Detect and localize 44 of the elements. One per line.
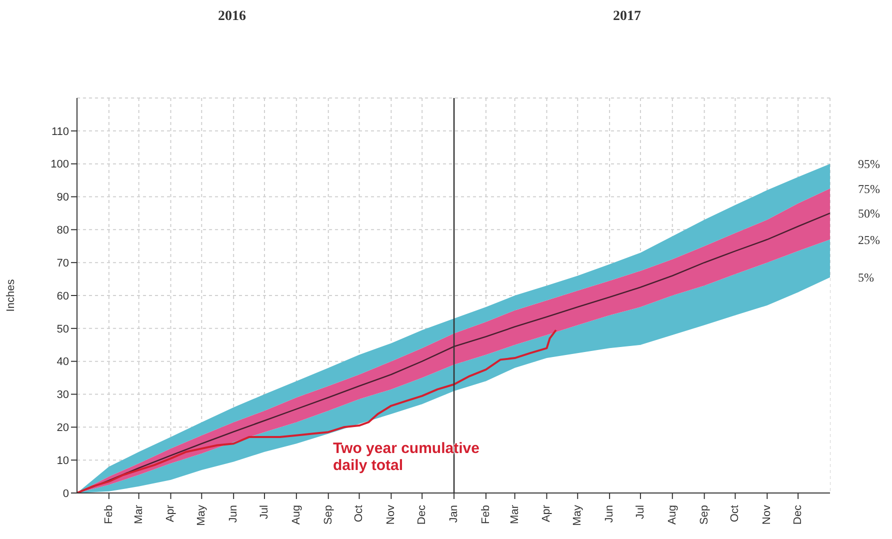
x-tick-label: Jun: [228, 505, 240, 523]
y-tick-label: 10: [56, 454, 69, 467]
x-tick-label: Oct: [353, 505, 366, 522]
x-tick-label: Aug: [290, 505, 302, 525]
y-tick-label: 70: [56, 257, 69, 270]
text: 2017: [612, 9, 642, 25]
x-tick-label: Oct: [729, 505, 742, 522]
y-tick-label: 60: [56, 290, 69, 302]
x-tick-label: Sep: [322, 505, 334, 525]
x-tick-label: Feb: [480, 505, 492, 524]
x-tick-label: Jul: [634, 505, 646, 520]
line-series: [77, 329, 557, 493]
x-tick-label: Apr: [540, 504, 553, 522]
y-tick-label: 100: [50, 158, 69, 171]
y-tick-label: 20: [56, 422, 69, 434]
y-axis-title: Inches: [4, 278, 17, 312]
text: 2016: [217, 9, 247, 25]
annotation: 5%: [858, 270, 874, 285]
annotation: 75%: [858, 182, 880, 196]
x-tick-label: Jun: [604, 505, 616, 523]
x-tick-label: Feb: [102, 505, 115, 524]
y-tick-label: 50: [56, 323, 69, 336]
y-tick-label: 90: [56, 192, 69, 204]
x-tick-label: Nov: [385, 504, 398, 525]
x-tick-label: May: [572, 504, 584, 526]
x-tick-label: Jan: [448, 505, 460, 523]
x-tick-label: Apr: [164, 504, 177, 522]
x-tick-label: Nov: [761, 504, 774, 525]
x-tick-label: Dec: [792, 504, 804, 525]
annotation: 50%: [858, 206, 880, 220]
x-tick-label: Dec: [416, 504, 428, 525]
y-tick-label: 80: [56, 224, 69, 237]
y-tick-label: 40: [56, 356, 69, 368]
x-tick-label: Jul: [258, 505, 270, 520]
x-tick-label: May: [196, 504, 208, 526]
x-tick-label: Sep: [698, 505, 710, 525]
y-tick-label: 0: [62, 488, 69, 500]
y-tick-label: 30: [56, 389, 69, 402]
annotation: 25%: [858, 232, 880, 247]
x-tick-label: Aug: [666, 505, 678, 525]
y-tick-label: 110: [51, 126, 69, 138]
x-tick-label: Mar: [132, 504, 145, 524]
x-tick-label: Mar: [508, 504, 521, 524]
annotation: 95%: [858, 157, 880, 172]
